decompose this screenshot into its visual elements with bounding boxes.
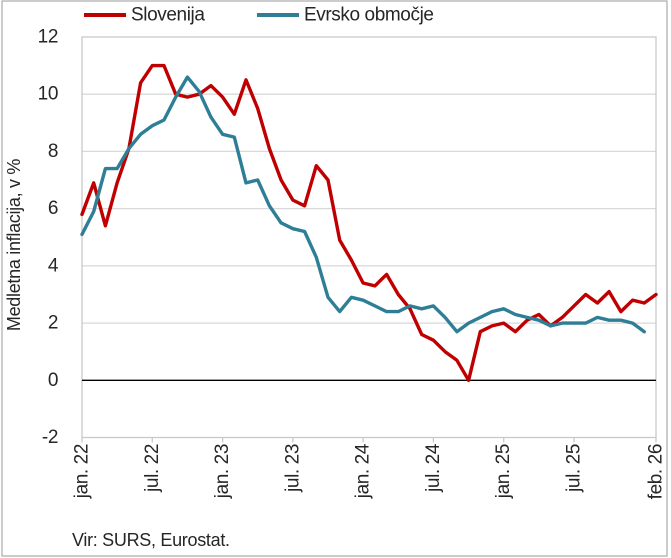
y-tick-label: 10	[38, 84, 58, 105]
x-tick-label: jul. 22	[142, 444, 163, 493]
y-tick-label: -2	[42, 427, 58, 448]
y-tick-label: 12	[38, 27, 58, 48]
x-tick-label: jan. 23	[212, 444, 233, 499]
y-tick-label: 2	[48, 313, 58, 334]
x-tick-label: jul. 25	[564, 444, 585, 493]
legend-label-slovenija: Slovenija	[131, 5, 205, 26]
chart-legend: Slovenija Evrsko območje	[84, 5, 434, 26]
y-tick-label: 8	[48, 141, 58, 162]
y-axis-title: Medletna inflacija, v %	[4, 159, 24, 331]
y-tick-label: 6	[48, 198, 58, 219]
x-tick-label: jul. 24	[423, 443, 444, 493]
x-tick-label: jan. 24	[353, 443, 374, 499]
line-evrsko-obmocje	[80, 75, 646, 334]
y-tick-label: 0	[48, 370, 58, 391]
legend-label-evrsko-obmocje: Evrsko območje	[304, 5, 434, 26]
x-tick-label: jul. 23	[282, 444, 303, 493]
plot-border	[81, 36, 657, 439]
y-tick-label: 4	[48, 255, 59, 276]
x-tick-label: jan. 22	[72, 444, 93, 499]
x-tick-label: feb. 26	[646, 444, 667, 499]
x-tick-label: jan. 25	[493, 444, 514, 499]
plot-area: 12 10 8 6 4 2 0 -2 jan. 22 jul. 22 jan. 23 jul. 23 j…	[38, 27, 667, 500]
source-note: Vir: SURS, Eurostat.	[72, 530, 230, 550]
